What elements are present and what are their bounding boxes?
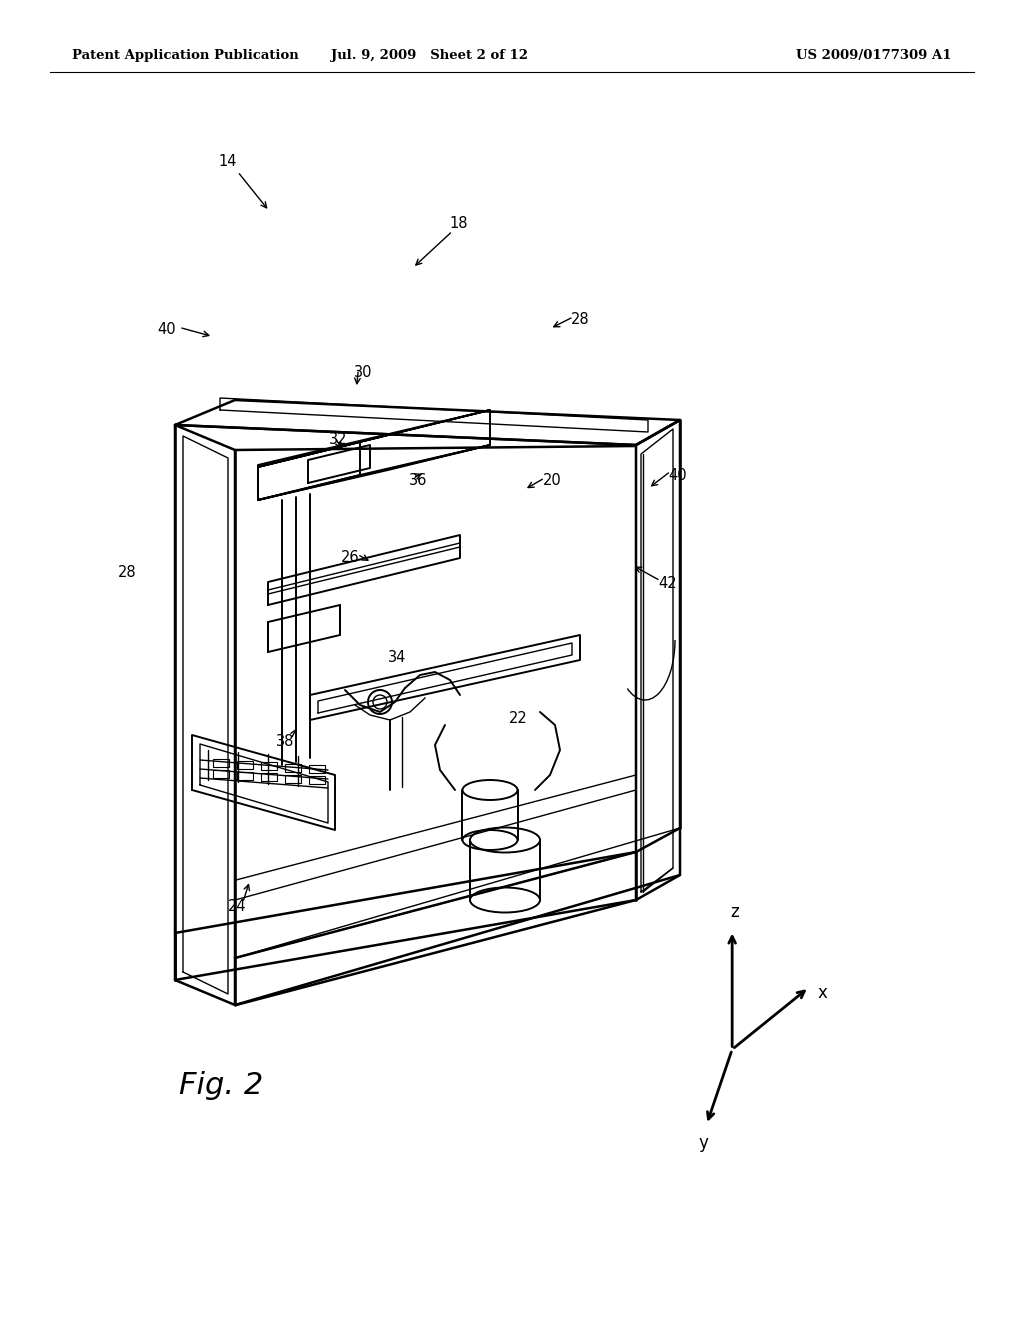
Text: Fig. 2: Fig. 2 [179,1071,263,1100]
Text: 28: 28 [571,312,590,327]
Bar [213,759,229,767]
Text: x: x [817,983,827,1002]
Bar [309,766,325,774]
Text: 42: 42 [658,576,677,591]
Text: y: y [698,1134,709,1152]
Text: 38: 38 [275,734,294,750]
Text: 26: 26 [341,549,359,565]
Text: 24: 24 [228,899,247,915]
Bar [237,771,253,780]
Text: 40: 40 [158,322,176,338]
Text: 32: 32 [329,432,347,447]
Text: z: z [730,903,738,921]
Bar [261,762,278,770]
Text: US 2009/0177309 A1: US 2009/0177309 A1 [797,49,952,62]
Text: 18: 18 [450,215,468,231]
Text: 22: 22 [509,710,527,726]
Text: Jul. 9, 2009   Sheet 2 of 12: Jul. 9, 2009 Sheet 2 of 12 [332,49,528,62]
Text: 20: 20 [543,473,561,488]
Text: 30: 30 [354,364,373,380]
Text: 34: 34 [388,649,407,665]
Text: 36: 36 [409,473,427,488]
Bar [285,763,301,771]
Bar [261,774,278,781]
Text: 14: 14 [218,153,237,169]
Bar [285,775,301,783]
Bar [213,770,229,777]
Text: Patent Application Publication: Patent Application Publication [72,49,299,62]
Text: 28: 28 [118,565,136,581]
Bar [309,776,325,784]
Bar [237,760,253,768]
Text: 40: 40 [669,467,687,483]
